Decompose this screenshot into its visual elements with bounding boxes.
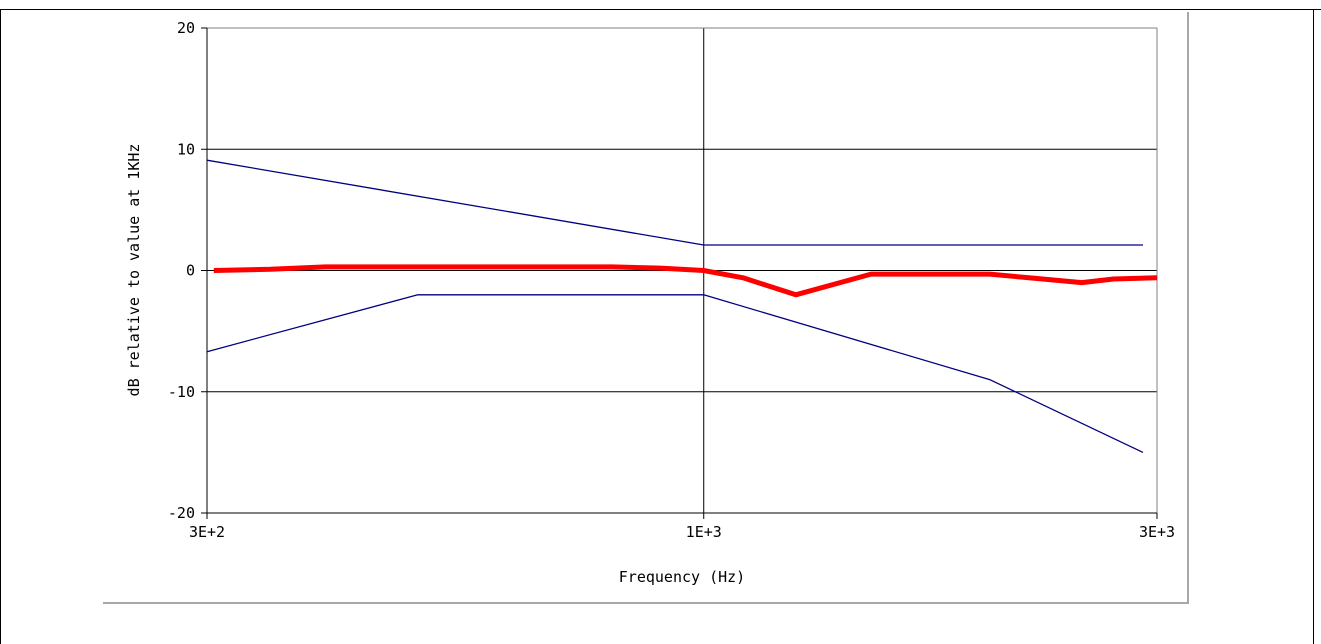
x-tick-label: 1E+3 <box>686 523 722 541</box>
chart-panel: 20 10 0 -10 -20 3E+2 1E+3 3E+3 Frequency (Hz) d… <box>103 12 1189 604</box>
grid-lines <box>207 28 1157 513</box>
series-line-measured <box>213 264 1158 298</box>
y-axis-title: dB relative to value at 1KHz <box>125 144 143 397</box>
x-tick-label: 3E+3 <box>1139 523 1175 541</box>
series-group <box>206 159 1158 453</box>
frame-right-rule <box>1313 9 1314 644</box>
x-axis-title: Frequency (Hz) <box>619 568 745 586</box>
y-tick-label: -20 <box>168 504 195 522</box>
x-tick-label: 3E+2 <box>189 523 225 541</box>
y-tick-label: -10 <box>168 383 195 401</box>
frame-top-rule <box>0 9 1321 10</box>
series-line-lower-limit <box>206 294 1144 453</box>
series-line-upper-limit <box>206 159 1143 246</box>
y-tick-label: 10 <box>177 140 195 158</box>
frame-left-rule <box>0 9 1 644</box>
y-tick-label: 0 <box>186 262 195 280</box>
y-tick-label: 20 <box>177 19 195 37</box>
